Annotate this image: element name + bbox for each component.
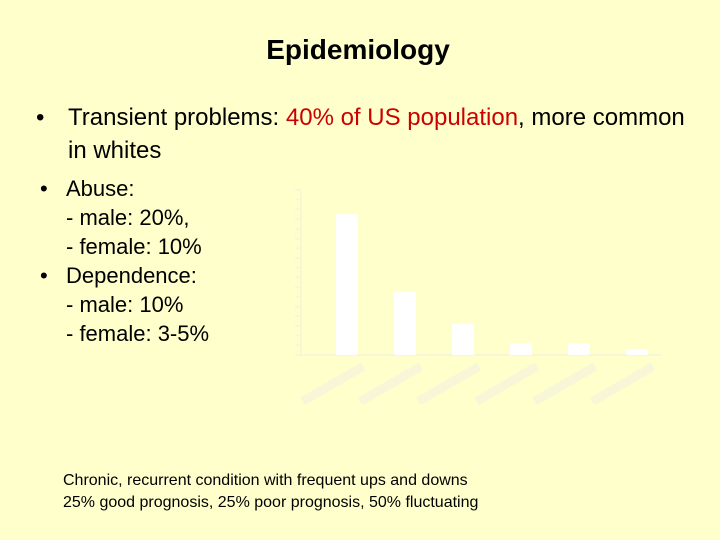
bullet-text: Transient problems: 40% of US population… xyxy=(68,101,696,167)
bullet-prefix: Transient problems: xyxy=(68,104,286,131)
chart-category-label xyxy=(474,362,540,406)
dependence-female: - female: 3-5% xyxy=(66,321,210,346)
bullet-dot: • xyxy=(40,176,48,201)
chart-bar xyxy=(394,291,416,355)
chart-bar xyxy=(626,349,648,355)
dependence-item: • Dependence: - male: 10% - female: 3-5% xyxy=(40,261,209,348)
footer-line-1: Chronic, recurrent condition with freque… xyxy=(63,472,468,489)
abuse-female: - female: 10% xyxy=(66,234,202,259)
chart-bar xyxy=(510,343,532,355)
footer-note: Chronic, recurrent condition with freque… xyxy=(63,470,478,514)
bullet-dot: • xyxy=(36,104,45,131)
dependence-label: Dependence: xyxy=(66,263,197,288)
bullet-transient-problems: • Transient problems: 40% of US populati… xyxy=(36,101,696,167)
background-bar-chart xyxy=(295,189,661,406)
chart-bar xyxy=(452,323,474,355)
abuse-item: • Abuse: - male: 20%, - female: 10% xyxy=(40,174,209,261)
dependence-male: - male: 10% xyxy=(66,292,184,317)
abuse-male: - male: 20%, xyxy=(66,205,190,230)
chart-bar xyxy=(336,214,358,355)
chart-category-label xyxy=(532,362,598,406)
chart-bar xyxy=(568,343,590,355)
bullet-suffix: , more common in whites xyxy=(68,104,685,164)
chart-category-label xyxy=(358,362,424,406)
chart-category-label xyxy=(590,362,656,406)
usage-list: • Abuse: - male: 20%, - female: 10% • De… xyxy=(40,174,209,348)
chart-category-label xyxy=(416,362,482,406)
footer-line-2: 25% good prognosis, 25% poor prognosis, … xyxy=(63,494,479,511)
abuse-label: Abuse: xyxy=(66,176,135,201)
slide-title: Epidemiology xyxy=(266,34,450,65)
bullet-highlight: 40% of US population xyxy=(285,104,519,131)
bullet-dot: • xyxy=(40,263,48,288)
chart-category-label xyxy=(300,362,366,406)
